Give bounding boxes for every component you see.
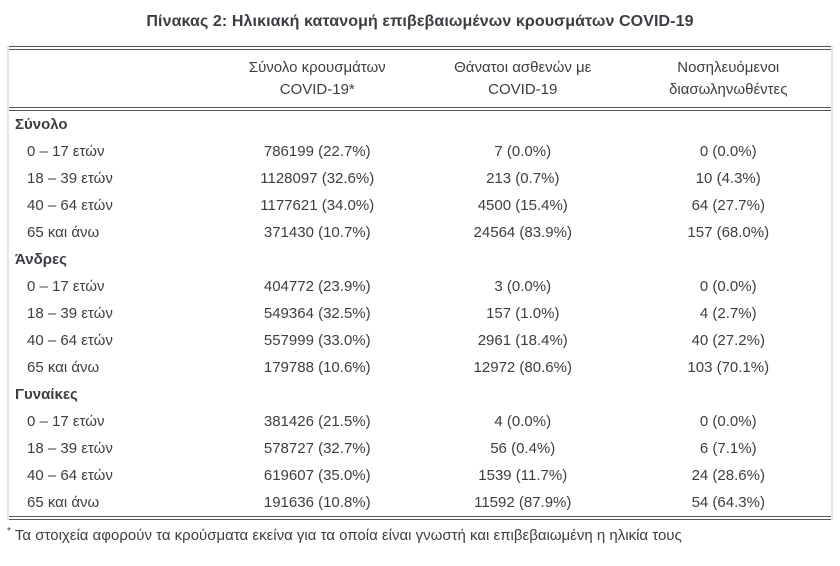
section-header-total: Σύνολο — [9, 111, 831, 138]
section-label: Γυναίκες — [15, 386, 78, 403]
table-row: 40 – 64 ετών 619607 (35.0%) 1539 (11.7%)… — [9, 462, 831, 489]
cases-value: 578727 (32.7%) — [263, 440, 371, 457]
age-group-label: 0 – 17 ετών — [27, 143, 105, 160]
covid-age-table-frame: Σύνολο κρουσμάτων COVID-19* Θάνατοι ασθε… — [7, 46, 833, 520]
age-group-label: 0 – 17 ετών — [27, 413, 105, 430]
table-row: 18 – 39 ετών 578727 (32.7%) 56 (0.4%) 6 … — [9, 435, 831, 462]
age-group-label: 18 – 39 ετών — [27, 440, 113, 457]
age-group-label: 65 και άνω — [27, 359, 100, 376]
deaths-value: 2961 (18.4%) — [477, 332, 568, 349]
intubated-value: 0 (0.0%) — [699, 278, 757, 295]
age-group-label: 40 – 64 ετών — [27, 332, 113, 349]
footnote-asterisk: * — [7, 526, 11, 537]
cases-value: 1128097 (32.6%) — [260, 170, 375, 187]
covid-age-table-body: Σύνολο 0 – 17 ετών 786199 (22.7%) 7 (0.0… — [9, 111, 831, 516]
intubated-value: 4 (2.7%) — [699, 305, 757, 322]
table-footnote: * Τα στοιχεία αφορούν τα κρούσματα εκείνα… — [7, 526, 833, 544]
cases-value: 381426 (21.5%) — [263, 413, 371, 430]
intubated-value: 0 (0.0%) — [699, 413, 757, 430]
section-header-men: Άνδρες — [9, 246, 831, 273]
header-rule — [9, 107, 831, 111]
table-row: 18 – 39 ετών 1128097 (32.6%) 213 (0.7%) … — [9, 165, 831, 192]
section-header-women: Γυναίκες — [9, 381, 831, 408]
table-title: Πίνακας 2: Ηλικιακή κατανομή επιβεβαιωμέ… — [146, 13, 694, 30]
age-group-label: 0 – 17 ετών — [27, 278, 105, 295]
column-header-intubated: Νοσηλευόμενοι διασωληνωθέντες — [669, 59, 788, 98]
cases-value: 179788 (10.6%) — [263, 359, 371, 376]
deaths-value: 213 (0.7%) — [486, 170, 560, 187]
age-group-label: 18 – 39 ετών — [27, 305, 113, 322]
table-row: 0 – 17 ετών 404772 (23.9%) 3 (0.0%) 0 (0… — [9, 273, 831, 300]
deaths-value: 56 (0.4%) — [490, 440, 556, 457]
intubated-value: 24 (28.6%) — [691, 467, 765, 484]
section-label: Σύνολο — [15, 116, 68, 133]
deaths-value: 157 (1.0%) — [486, 305, 560, 322]
table-header: Σύνολο κρουσμάτων COVID-19* Θάνατοι ασθε… — [9, 50, 831, 107]
intubated-value: 103 (70.1%) — [687, 359, 770, 376]
intubated-value: 157 (68.0%) — [687, 224, 770, 241]
table-row: 65 και άνω 191636 (10.8%) 11592 (87.9%) … — [9, 489, 831, 516]
covid-age-table: Σύνολο κρουσμάτων COVID-19* Θάνατοι ασθε… — [9, 50, 831, 107]
table-row: 0 – 17 ετών 381426 (21.5%) 4 (0.0%) 0 (0… — [9, 408, 831, 435]
deaths-value: 4500 (15.4%) — [477, 197, 568, 214]
table-row: 18 – 39 ετών 549364 (32.5%) 157 (1.0%) 4… — [9, 300, 831, 327]
table-row: 0 – 17 ετών 786199 (22.7%) 7 (0.0%) 0 (0… — [9, 138, 831, 165]
table-row: 40 – 64 ετών 1177621 (34.0%) 4500 (15.4%… — [9, 192, 831, 219]
cases-value: 557999 (33.0%) — [263, 332, 371, 349]
deaths-value: 11592 (87.9%) — [474, 494, 572, 511]
intubated-value: 10 (4.3%) — [695, 170, 761, 187]
intubated-value: 64 (27.7%) — [691, 197, 765, 214]
age-group-label: 40 – 64 ετών — [27, 197, 113, 214]
bottom-rule — [9, 516, 831, 520]
column-header-empty — [9, 50, 215, 107]
table-row: 40 – 64 ετών 557999 (33.0%) 2961 (18.4%)… — [9, 327, 831, 354]
intubated-value: 0 (0.0%) — [699, 143, 757, 160]
deaths-value: 12972 (80.6%) — [473, 359, 572, 376]
intubated-value: 6 (7.1%) — [699, 440, 757, 457]
cases-value: 786199 (22.7%) — [263, 143, 371, 160]
cases-value: 1177621 (34.0%) — [260, 197, 375, 214]
age-group-label: 18 – 39 ετών — [27, 170, 113, 187]
footnote-text: Τα στοιχεία αφορούν τα κρούσματα εκείνα … — [14, 527, 682, 544]
column-header-cases: Σύνολο κρουσμάτων COVID-19* — [248, 59, 386, 98]
intubated-value: 40 (27.2%) — [691, 332, 765, 349]
deaths-value: 3 (0.0%) — [494, 278, 552, 295]
table-row: 65 και άνω 179788 (10.6%) 12972 (80.6%) … — [9, 354, 831, 381]
cases-value: 619607 (35.0%) — [263, 467, 371, 484]
cases-value: 191636 (10.8%) — [263, 494, 371, 511]
cases-value: 549364 (32.5%) — [263, 305, 371, 322]
cases-value: 371430 (10.7%) — [263, 224, 371, 241]
top-rule — [9, 46, 831, 50]
section-label: Άνδρες — [15, 251, 67, 268]
deaths-value: 7 (0.0%) — [494, 143, 552, 160]
deaths-value: 1539 (11.7%) — [478, 467, 568, 484]
table-row: 65 και άνω 371430 (10.7%) 24564 (83.9%) … — [9, 219, 831, 246]
column-header-deaths: Θάνατοι ασθενών με COVID-19 — [454, 59, 592, 98]
age-group-label: 65 και άνω — [27, 494, 100, 511]
deaths-value: 24564 (83.9%) — [473, 224, 572, 241]
deaths-value: 4 (0.0%) — [494, 413, 552, 430]
age-group-label: 65 και άνω — [27, 224, 100, 241]
intubated-value: 54 (64.3%) — [691, 494, 765, 511]
cases-value: 404772 (23.9%) — [263, 278, 371, 295]
age-group-label: 40 – 64 ετών — [27, 467, 113, 484]
